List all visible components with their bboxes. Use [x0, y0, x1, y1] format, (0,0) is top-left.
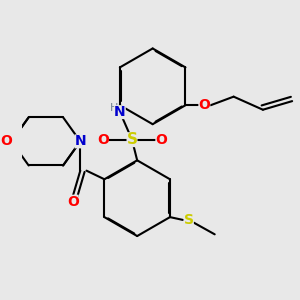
Text: S: S — [127, 132, 137, 147]
Text: S: S — [184, 213, 194, 227]
Text: O: O — [155, 133, 167, 147]
Text: O: O — [198, 98, 210, 112]
Text: O: O — [67, 195, 79, 208]
Text: N: N — [114, 105, 126, 119]
Text: H: H — [110, 103, 118, 113]
Text: O: O — [0, 134, 12, 148]
Text: O: O — [97, 133, 109, 147]
Text: N: N — [74, 134, 86, 148]
